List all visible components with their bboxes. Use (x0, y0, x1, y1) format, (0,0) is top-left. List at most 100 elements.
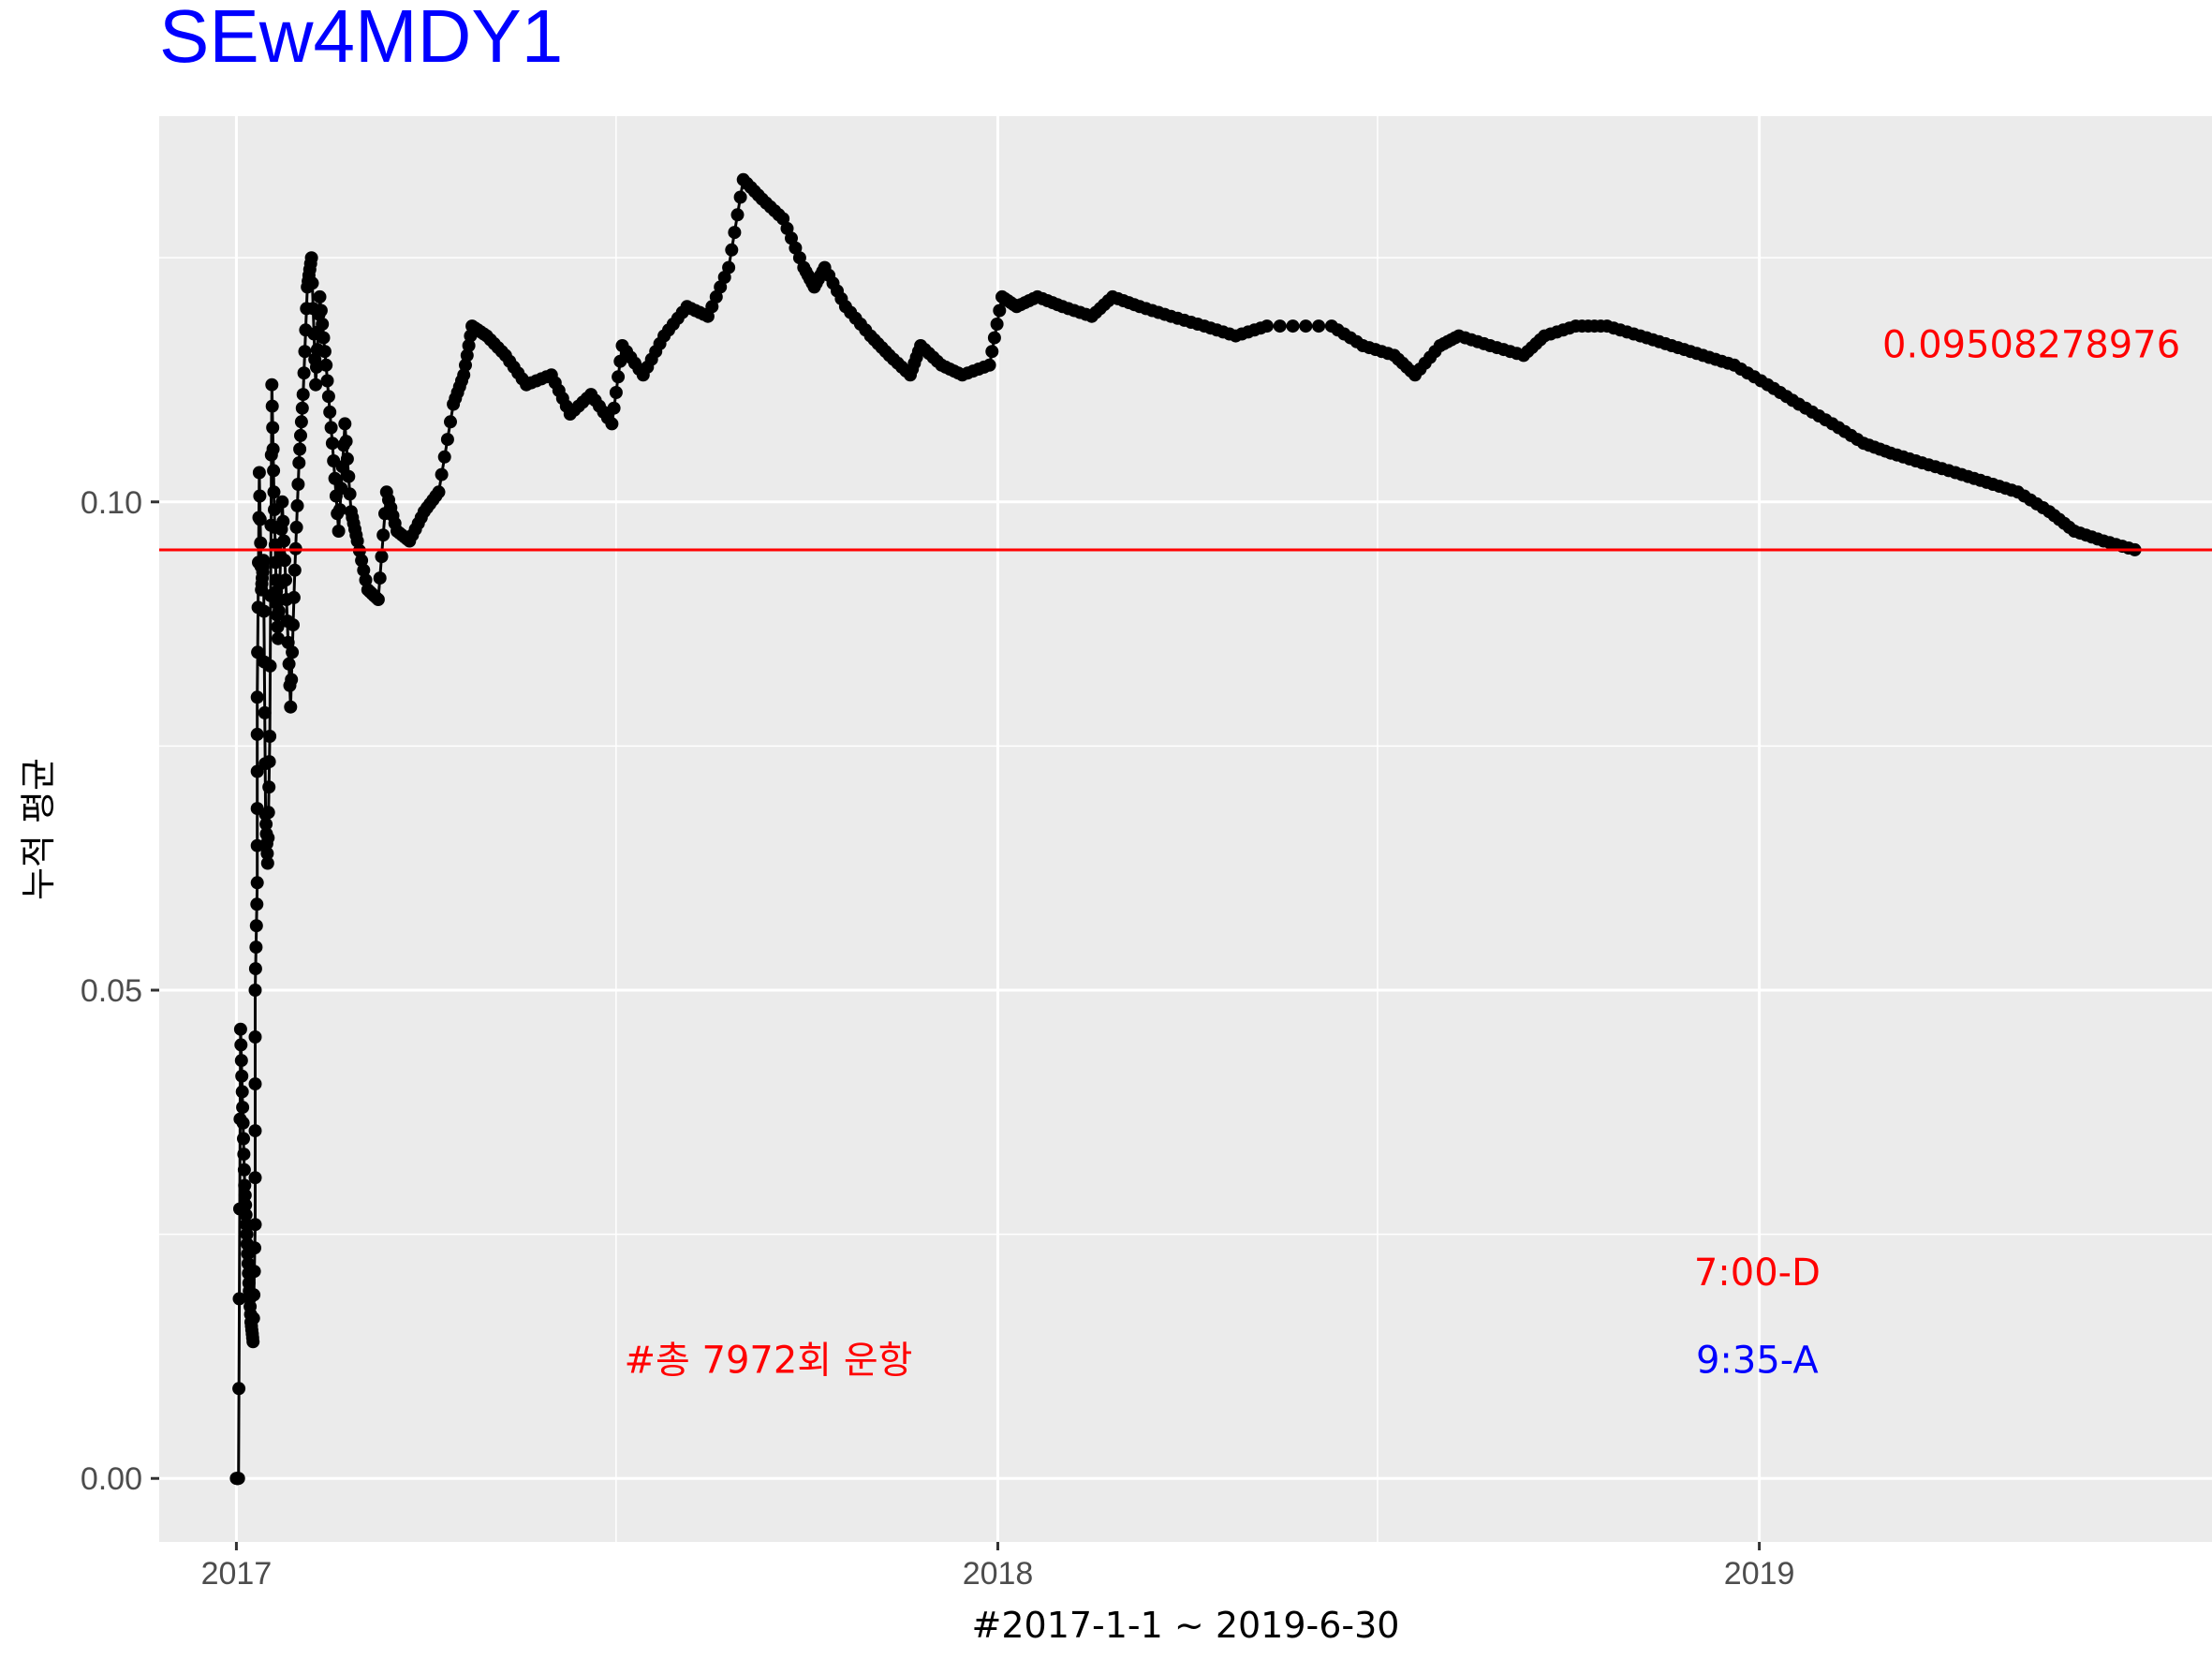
x-tick-label: 2017 (201, 1556, 273, 1592)
annotation-label: #총 7972회 운항 (624, 1340, 912, 1383)
data-point (232, 1382, 246, 1396)
annotation-label: 9:35-A (1696, 1340, 1819, 1383)
data-point (355, 554, 369, 568)
data-point (293, 442, 307, 456)
data-point (267, 464, 281, 478)
data-point (263, 659, 277, 673)
data-point (789, 241, 803, 255)
data-point (328, 471, 342, 485)
data-point (432, 485, 446, 499)
data-point (248, 1218, 262, 1232)
data-point (462, 339, 476, 352)
y-axis: 0.00 0.05 0.10 (81, 485, 159, 1497)
data-point (232, 1292, 246, 1306)
data-point (284, 700, 298, 714)
data-point (291, 478, 305, 491)
data-point (238, 1188, 252, 1202)
data-point (342, 469, 356, 483)
data-point (286, 645, 300, 659)
data-point (444, 415, 457, 429)
y-axis-label: 누적 평균 (18, 758, 59, 900)
data-point (309, 378, 323, 392)
data-point (323, 405, 337, 419)
data-point (338, 417, 352, 431)
data-point (297, 366, 311, 380)
data-point (990, 318, 1004, 331)
annotations: 0.09508278976 7:00-D 9:35-A #총 7972회 운항 (624, 323, 2180, 1382)
data-point (231, 1472, 245, 1486)
data-point (249, 919, 263, 933)
data-point (288, 563, 302, 577)
data-point (722, 260, 736, 274)
data-point (319, 358, 333, 372)
data-point (234, 1038, 248, 1052)
data-point (257, 554, 271, 568)
data-point (272, 604, 286, 618)
data-point (728, 226, 742, 240)
data-point (339, 435, 353, 449)
annotation-label: 0.09508278976 (1882, 323, 2180, 366)
data-point (250, 876, 264, 890)
data-point (248, 1124, 262, 1138)
y-tick-label: 0.05 (81, 973, 142, 1009)
data-point (277, 534, 291, 548)
data-point (248, 1030, 262, 1044)
data-point (612, 370, 626, 384)
data-point (266, 421, 280, 435)
major-gridlines (159, 116, 2212, 1542)
data-point (272, 631, 285, 645)
x-tick-label: 2019 (1724, 1556, 1795, 1592)
data-point (253, 489, 267, 503)
data-point (237, 1163, 251, 1177)
data-point (371, 593, 385, 606)
data-point (1312, 319, 1326, 333)
data-point (266, 442, 280, 456)
data-point (237, 1132, 250, 1146)
data-point (313, 289, 327, 304)
data-point (457, 368, 471, 382)
data-point (235, 1069, 249, 1083)
data-point (1273, 319, 1287, 333)
data-point (294, 428, 307, 442)
data-point (235, 1085, 249, 1099)
x-axis: 2017 2018 2019 (201, 1542, 1795, 1592)
data-point (292, 456, 306, 470)
data-point (234, 1054, 248, 1068)
x-axis-label: #2017-1-1 ~ 2019-6-30 (972, 1605, 1400, 1646)
data-point (304, 251, 318, 265)
data-point (252, 466, 266, 480)
data-point (271, 620, 285, 634)
data-point (236, 1116, 250, 1130)
data-point (265, 399, 279, 413)
data-point (985, 345, 999, 359)
data-point (343, 487, 357, 501)
data-point (250, 690, 264, 704)
data-point (296, 388, 310, 402)
annotation-label: 7:00-D (1694, 1252, 1821, 1295)
data-point (239, 1207, 253, 1222)
data-point (238, 1178, 252, 1192)
data-point (332, 525, 346, 538)
chart-title: SEw4MDY1 (159, 0, 563, 78)
y-tick-label: 0.10 (81, 485, 142, 521)
data-point (236, 1101, 250, 1115)
data-point (290, 498, 304, 512)
data-point (340, 452, 354, 466)
data-point (324, 421, 338, 435)
data-point (258, 705, 272, 719)
data-point (287, 590, 301, 604)
data-point (246, 1311, 260, 1326)
data-point (376, 528, 391, 542)
data-point (375, 550, 389, 564)
data-point (982, 358, 996, 372)
data-point (275, 495, 289, 509)
data-point (262, 780, 276, 794)
data-point (239, 1198, 253, 1212)
data-point (237, 1148, 251, 1162)
data-point (440, 433, 454, 447)
data-point (250, 897, 264, 911)
y-tick-label: 0.00 (81, 1461, 142, 1497)
data-point (325, 437, 339, 451)
data-point (435, 467, 449, 481)
